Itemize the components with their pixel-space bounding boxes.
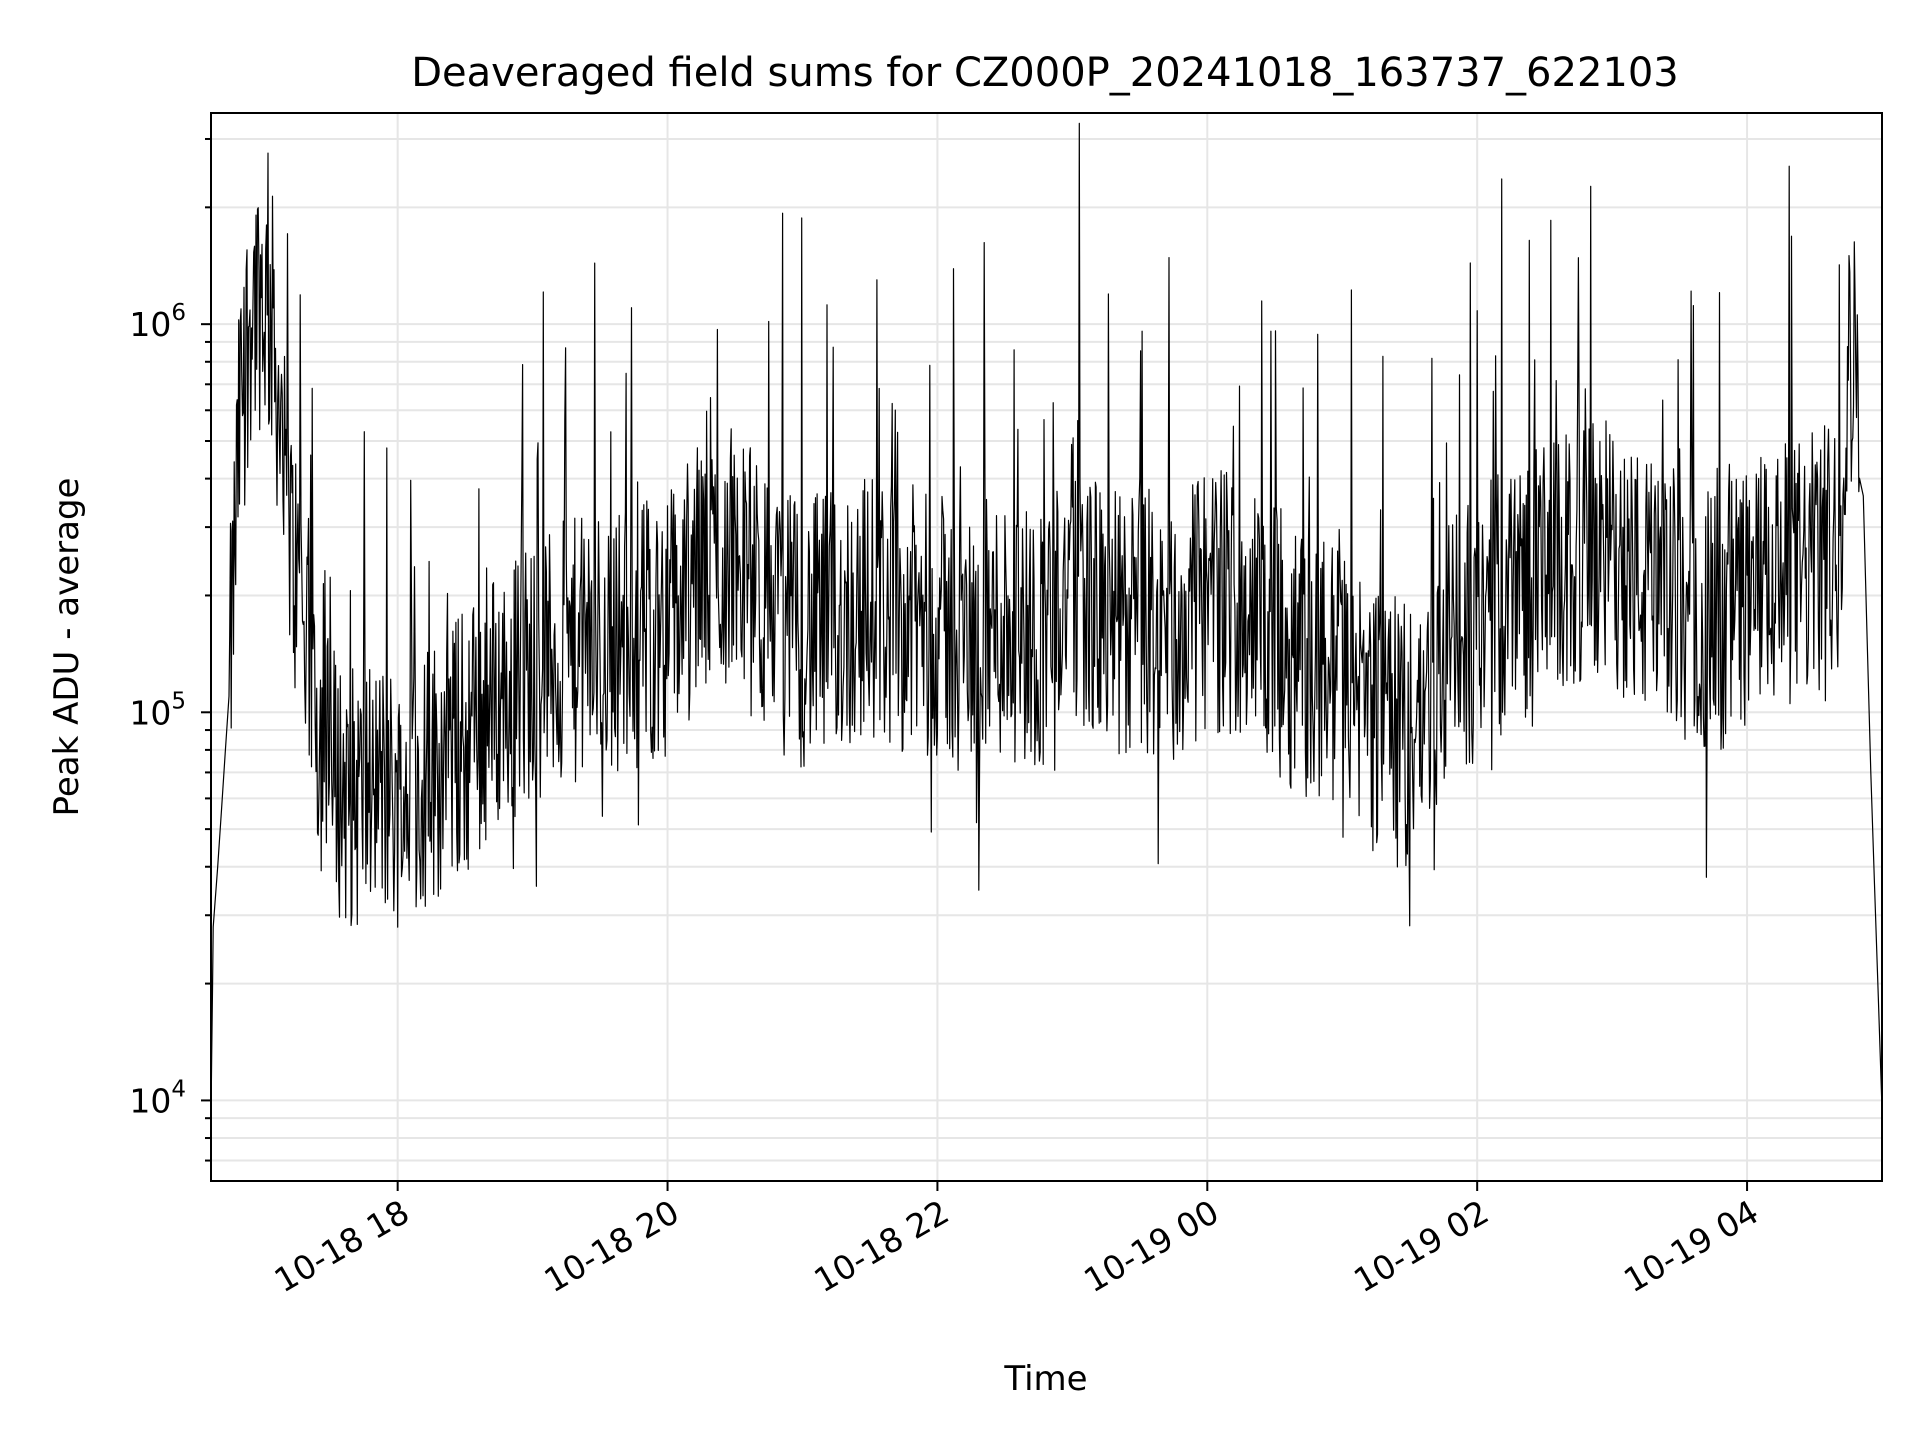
y-tick-label-base: 10 (129, 305, 171, 344)
y-tick-label-exponent: 4 (171, 1076, 186, 1102)
series-layer (211, 122, 1882, 1119)
y-tick-label: 105 (129, 688, 186, 732)
chart-title: Deaveraged field sums for CZ000P_2024101… (411, 50, 1679, 96)
x-axis-label: Time (1003, 1359, 1087, 1399)
y-tick-label-base: 10 (129, 1081, 171, 1120)
y-axis-label: Peak ADU - average (47, 478, 87, 817)
plot-frame (210, 112, 1883, 1182)
y-tick-label: 104 (129, 1076, 186, 1120)
y-tick-label-exponent: 6 (171, 300, 186, 326)
y-tick-label-exponent: 5 (171, 688, 186, 714)
series-line (211, 122, 1882, 1119)
y-tick-label: 106 (129, 300, 186, 344)
y-tick-label-base: 10 (129, 693, 171, 732)
